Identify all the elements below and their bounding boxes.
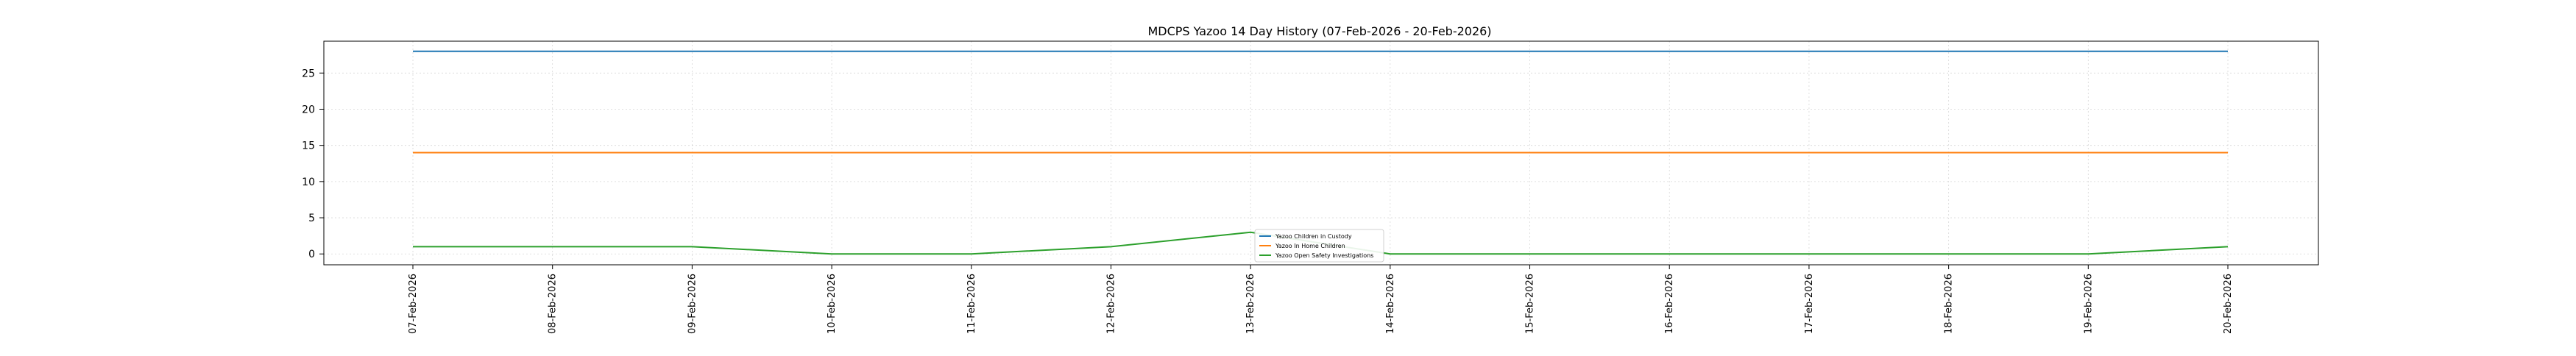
x-tick-label: 12-Feb-2026 bbox=[1105, 274, 1117, 334]
y-tick-label: 20 bbox=[302, 104, 315, 115]
x-tick-label: 19-Feb-2026 bbox=[2083, 274, 2094, 334]
chart-title: MDCPS Yazoo 14 Day History (07-Feb-2026 … bbox=[1147, 24, 1491, 38]
x-tick-label: 08-Feb-2026 bbox=[548, 274, 559, 334]
legend: Yazoo Children in Custody Yazoo In Home C… bbox=[1255, 229, 1384, 262]
y-tick-label: 15 bbox=[302, 140, 315, 152]
x-tick-label: 17-Feb-2026 bbox=[1804, 274, 1815, 334]
y-tick-label: 5 bbox=[308, 213, 315, 224]
x-tick-label: 07-Feb-2026 bbox=[408, 274, 419, 334]
legend-label: Yazoo Children in Custody bbox=[1275, 233, 1352, 240]
y-tick-label: 25 bbox=[302, 68, 315, 79]
x-tick-label: 11-Feb-2026 bbox=[966, 274, 977, 334]
legend-label: Yazoo In Home Children bbox=[1275, 243, 1345, 249]
y-tick-label: 10 bbox=[302, 177, 315, 188]
x-tick-label: 20-Feb-2026 bbox=[2223, 274, 2234, 334]
x-tick-label: 13-Feb-2026 bbox=[1245, 274, 1256, 334]
x-tick-label: 14-Feb-2026 bbox=[1385, 274, 1396, 334]
x-tick-label: 16-Feb-2026 bbox=[1664, 274, 1675, 334]
x-tick-label: 09-Feb-2026 bbox=[687, 274, 698, 334]
series-lines bbox=[413, 51, 2228, 254]
y-axis: 0 5 10 15 20 25 bbox=[302, 68, 324, 260]
x-tick-label: 15-Feb-2026 bbox=[1525, 274, 1536, 334]
legend-label: Yazoo Open Safety Investigations bbox=[1275, 252, 1373, 259]
x-tick-label: 18-Feb-2026 bbox=[1944, 274, 1955, 334]
y-tick-label: 0 bbox=[308, 249, 315, 260]
x-tick-label: 10-Feb-2026 bbox=[827, 274, 838, 334]
x-axis: 07-Feb-2026 08-Feb-2026 09-Feb-2026 10-Feb-… bbox=[408, 265, 2234, 334]
